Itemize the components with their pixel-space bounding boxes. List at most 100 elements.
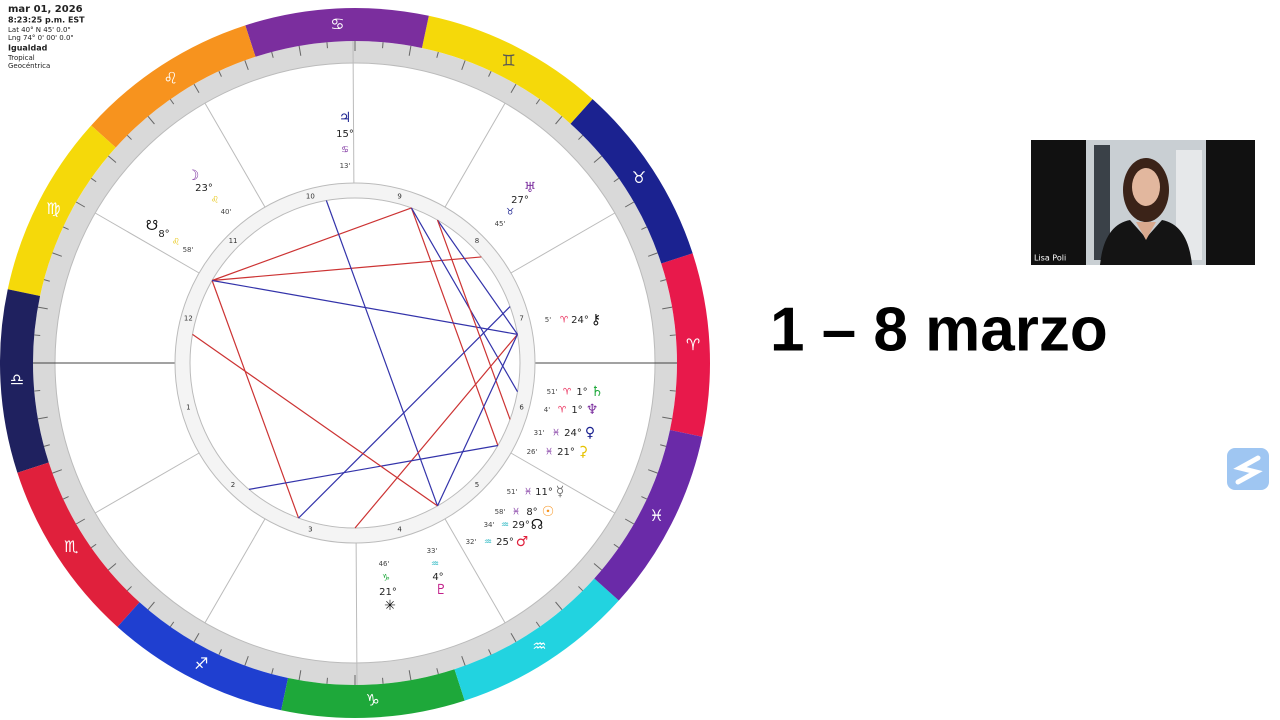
degree-tick	[169, 98, 175, 105]
degree-tick	[641, 496, 648, 500]
house-cusp	[94, 452, 200, 514]
planet-glyph: ☋︎	[146, 218, 158, 234]
aspect-line	[211, 207, 412, 282]
planet-minute: 51'	[547, 388, 558, 396]
chart-lng: Lng 74° 0' 00' 0.0"	[8, 34, 74, 42]
house-cusp	[444, 102, 506, 208]
planet-sign: ♓︎	[512, 508, 520, 518]
face	[1132, 168, 1160, 206]
house-cusp	[204, 518, 266, 624]
planet-minute: 5'	[545, 316, 551, 324]
planet-minute: 4'	[544, 406, 550, 414]
degree-tick	[662, 306, 673, 310]
house-number: 2	[231, 481, 235, 489]
planet-minute: 34'	[484, 521, 495, 529]
app-icon[interactable]	[1227, 448, 1269, 490]
sign-segment	[661, 253, 710, 437]
degree-tick	[169, 621, 175, 628]
sign-glyph: ♎︎	[10, 370, 24, 389]
degree-tick	[669, 334, 676, 336]
aspect-line	[192, 333, 438, 507]
planet-minute: 32'	[466, 538, 477, 546]
planet-sign: ♌︎	[211, 196, 219, 206]
planet-degree: 1°	[571, 405, 582, 416]
planet-degree: 25°	[496, 537, 514, 548]
degree-tick	[244, 60, 249, 70]
planet-glyph: ☊︎	[531, 517, 543, 533]
degree-tick	[436, 668, 439, 675]
aspect-line	[211, 280, 300, 519]
sign-glyph: ♐︎	[194, 654, 208, 673]
house-cusp	[444, 518, 506, 624]
degree-tick	[326, 677, 328, 684]
degree-tick	[488, 70, 492, 77]
planet-minute: 46'	[379, 560, 390, 568]
degree-tick	[326, 42, 328, 49]
planet-sign: ♑︎	[382, 574, 390, 584]
planet-sign: ♈︎	[563, 388, 572, 398]
planet-minute: 31'	[534, 429, 545, 437]
planet-sign: ♈︎	[560, 316, 569, 326]
planet-sign: ♒︎	[501, 521, 509, 531]
planet-sign: ♌︎	[172, 238, 180, 248]
planet-sign: ♋︎	[341, 146, 349, 156]
degree-tick	[147, 601, 155, 610]
aspect-line	[212, 279, 518, 335]
participant-name: Lisa Poli	[1034, 254, 1066, 263]
planet-sign: ♒︎	[484, 538, 492, 548]
house-number: 4	[397, 526, 402, 534]
planet-sign: ♓︎	[545, 448, 553, 458]
planet-minute: 58'	[183, 246, 194, 254]
sign-segment	[594, 429, 703, 601]
planet-degree: 11°	[535, 487, 553, 498]
degree-tick	[641, 226, 648, 230]
degree-tick	[624, 201, 635, 208]
planet-degree: 21°	[557, 447, 575, 458]
sign-glyph: ♊︎	[502, 51, 516, 70]
degree-tick	[461, 60, 466, 70]
degree-tick	[662, 416, 673, 420]
degree-tick	[624, 518, 635, 525]
degree-tick	[535, 621, 541, 628]
degree-tick	[555, 116, 563, 125]
house-system: Igualdad	[8, 44, 48, 53]
degree-tick	[488, 649, 492, 656]
aspect-line	[212, 256, 482, 282]
degree-tick	[408, 670, 412, 681]
sign-segment	[0, 289, 49, 473]
planet-glyph: ⚳︎	[578, 444, 588, 460]
degree-tick	[408, 45, 412, 56]
degree-tick	[298, 45, 302, 56]
planet-minute: 45'	[495, 220, 506, 228]
house-cusp	[510, 212, 616, 274]
degree-tick	[660, 279, 667, 282]
degree-tick	[34, 390, 41, 392]
sign-segment	[117, 602, 289, 711]
planet-minute: 33'	[427, 547, 438, 555]
planet-sign: ♉︎	[506, 208, 514, 218]
aspect-line	[437, 219, 518, 335]
house-number: 5	[475, 481, 479, 489]
planet-degree: 23°	[195, 183, 213, 194]
chart-time: 8:23:25 p.m. EST	[8, 16, 85, 25]
planet-glyph: ✳︎	[384, 598, 396, 614]
degree-tick	[147, 116, 155, 125]
degree-tick	[271, 51, 274, 58]
video-tile[interactable]: Lisa Poli	[1031, 140, 1255, 265]
planet-degree: 8°	[158, 229, 169, 240]
planet-glyph: ♃︎	[339, 110, 352, 126]
degree-tick	[52, 252, 62, 257]
planet-minute: 13'	[340, 162, 351, 170]
degree-tick	[43, 279, 50, 282]
degree-tick	[75, 201, 86, 208]
planet-glyph: ♀︎	[585, 425, 595, 441]
degree-tick	[108, 563, 117, 571]
aspect-line	[248, 444, 498, 490]
degree-tick	[382, 42, 384, 49]
planet-minute: 58'	[495, 508, 506, 516]
degree-tick	[218, 649, 222, 656]
sign-glyph: ♈︎	[686, 335, 700, 354]
sign-glyph: ♒︎	[532, 636, 546, 655]
degree-tick	[593, 155, 602, 163]
